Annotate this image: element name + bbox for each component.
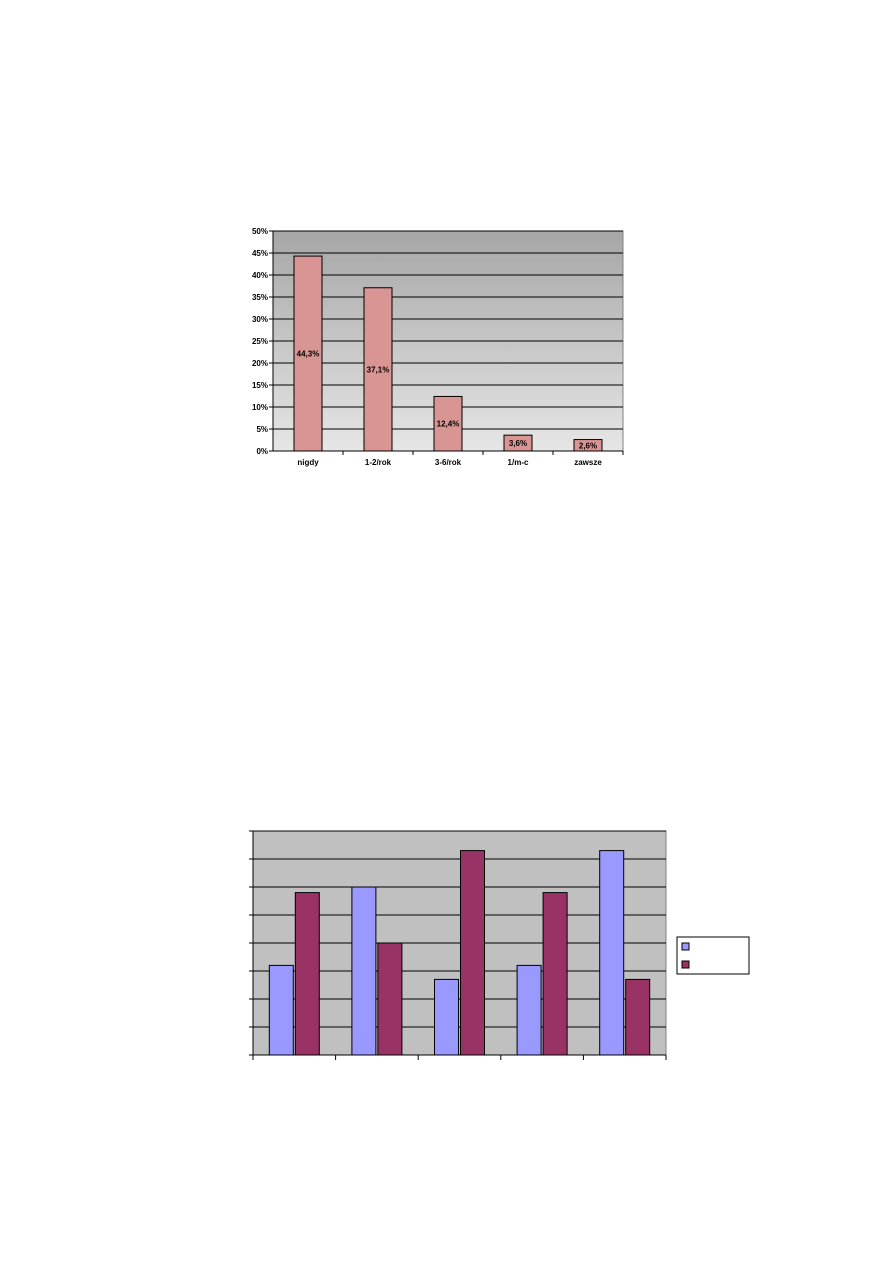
bar-series-2 bbox=[377, 942, 403, 1056]
y-tick-label: 20% bbox=[252, 359, 268, 368]
bar-series-1 bbox=[268, 964, 294, 1056]
x-tick-label: nigdy bbox=[297, 458, 319, 467]
y-tick-label: 35% bbox=[252, 293, 268, 302]
x-tick-label: 1/m-c bbox=[508, 458, 529, 467]
data-label: 37,1% bbox=[367, 365, 390, 374]
legend-swatch-series-1 bbox=[681, 942, 690, 951]
bar bbox=[573, 439, 603, 452]
y-tick-label: 10% bbox=[252, 403, 268, 412]
bar bbox=[363, 287, 393, 452]
y-tick-label: 0% bbox=[256, 447, 268, 456]
bar bbox=[433, 395, 463, 452]
data-label: 44,3% bbox=[297, 350, 320, 359]
x-tick-label: zawsze bbox=[574, 458, 602, 467]
x-tick-label: 3-6/rok bbox=[435, 458, 462, 467]
data-label: 12,4% bbox=[437, 420, 460, 429]
y-tick-label: 40% bbox=[252, 271, 268, 280]
y-tick-label: 25% bbox=[252, 337, 268, 346]
bar-series-2 bbox=[625, 978, 651, 1056]
y-tick-label: 45% bbox=[252, 249, 268, 258]
legend bbox=[676, 936, 750, 975]
bar-series-1 bbox=[351, 886, 377, 1056]
bar bbox=[503, 434, 533, 452]
y-tick-label: 15% bbox=[252, 381, 268, 390]
bar-series-2 bbox=[294, 892, 320, 1056]
bar-series-2 bbox=[542, 892, 568, 1056]
bar-series-1 bbox=[434, 978, 459, 1056]
bar-series-2 bbox=[460, 850, 485, 1056]
bar bbox=[293, 255, 323, 452]
data-label: 2,6% bbox=[579, 441, 597, 450]
y-tick-label: 50% bbox=[252, 227, 268, 236]
data-label: 3,6% bbox=[509, 439, 527, 448]
y-tick-label: 5% bbox=[256, 425, 268, 434]
legend-swatch-series-2 bbox=[681, 960, 690, 969]
bar-series-1 bbox=[516, 964, 542, 1056]
y-tick-label: 30% bbox=[252, 315, 268, 324]
bar-series-1 bbox=[599, 850, 625, 1056]
x-tick-label: 1-2/rok bbox=[365, 458, 392, 467]
